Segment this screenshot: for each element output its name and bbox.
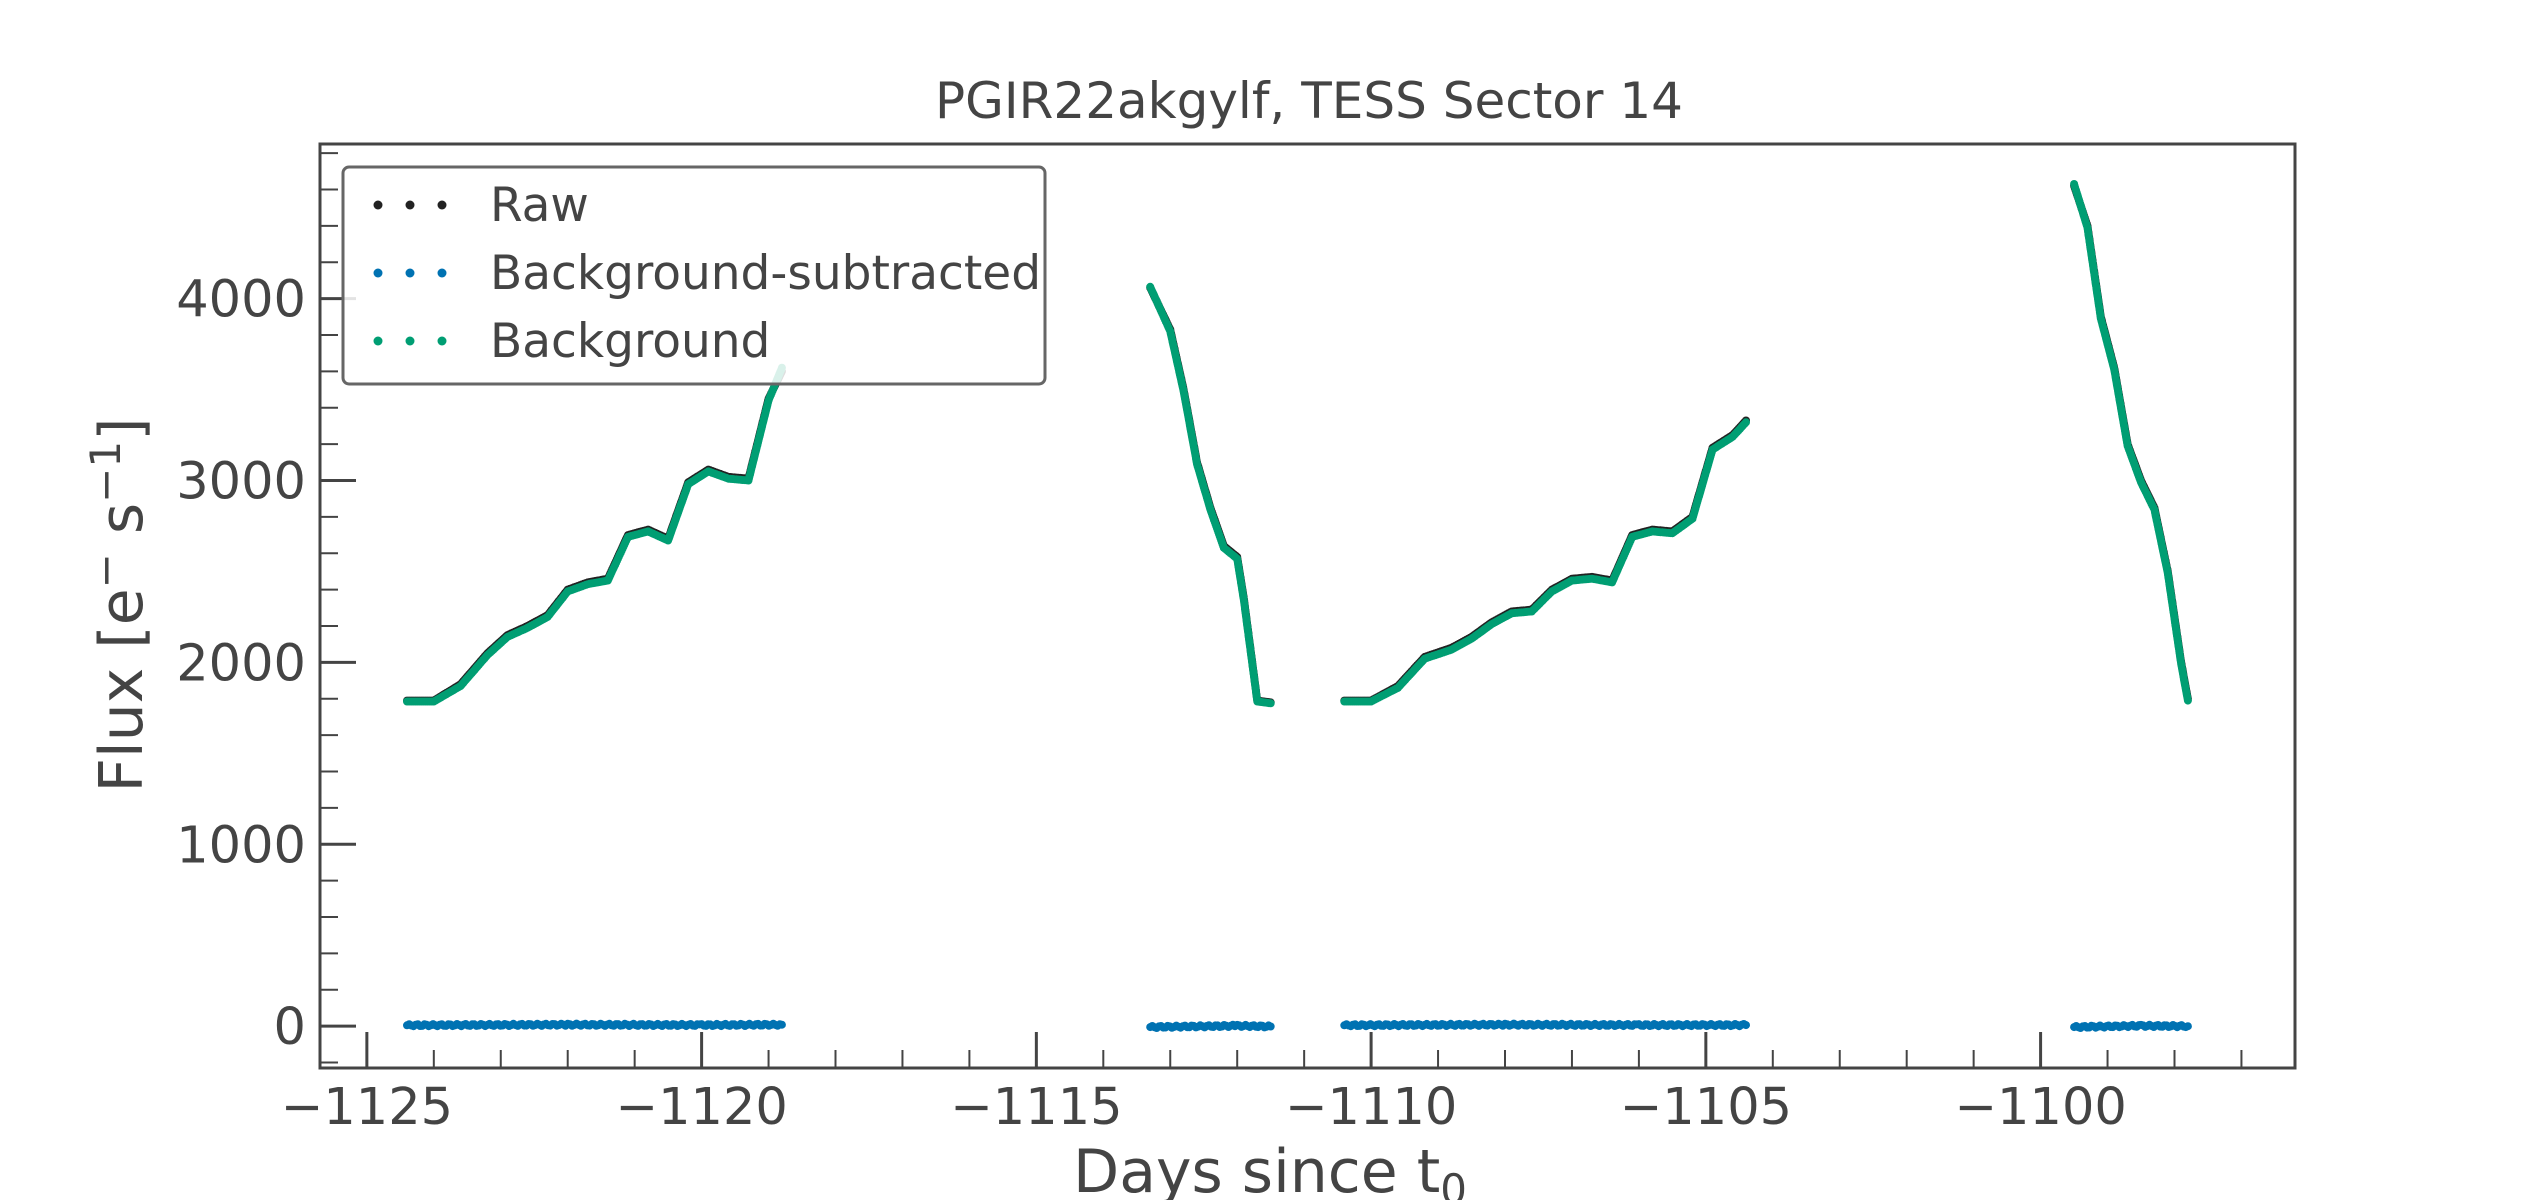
y-axis-label-text: Flux [e	[87, 588, 157, 792]
series-background	[403, 180, 2192, 708]
legend-box	[341, 165, 1047, 386]
y-tick-label: 2000	[176, 634, 306, 693]
legend: Raw Background-subtracted Background	[341, 165, 1047, 386]
legend-marker	[437, 200, 447, 210]
legend-markers	[373, 200, 447, 346]
data-point	[1742, 1021, 1750, 1030]
legend-marker	[405, 268, 415, 278]
y-axis-label-sup2: −1	[81, 441, 130, 503]
x-tick-label: −1105	[1620, 1078, 1793, 1137]
x-axis-label-sub: 0	[1440, 1165, 1467, 1200]
x-axis-label-text: Days since t	[1073, 1137, 1440, 1200]
x-tick-label: −1115	[950, 1078, 1123, 1137]
legend-marker	[373, 200, 383, 210]
legend-label-raw: Raw	[490, 178, 589, 233]
legend-marker	[437, 268, 447, 278]
data-point	[2183, 1022, 2192, 1031]
x-tick-label: −1100	[1954, 1078, 2127, 1137]
y-tick-label: 4000	[176, 271, 306, 330]
data-point	[1266, 1022, 1275, 1031]
legend-marker	[437, 336, 447, 346]
legend-marker	[405, 200, 415, 210]
legend-marker	[373, 336, 383, 346]
legend-label-background-subtracted: Background-subtracted	[490, 246, 1041, 301]
y-axis-label-sup1: −	[81, 553, 130, 588]
x-tick-label: −1110	[1285, 1078, 1458, 1137]
x-axis-label: Days since t0	[1073, 1137, 1467, 1200]
data-point	[777, 1020, 786, 1029]
y-axis-label-end: ]	[87, 417, 157, 440]
chart-title: PGIR22akgylf, TESS Sector 14	[935, 72, 1683, 130]
y-axis-label-mid: s	[87, 503, 157, 553]
axis-ticks: −1125 −1120 −1115 −1110 −1105 −1100 0 1000 2000 3…	[176, 152, 2243, 1137]
y-axis-label: Flux [e− s−1]	[81, 417, 157, 792]
y-tick-label: 3000	[176, 452, 306, 511]
legend-marker	[405, 336, 415, 346]
data-point	[1266, 699, 1275, 708]
y-tick-label: 0	[274, 998, 306, 1057]
plot-frame	[318, 142, 2297, 1070]
data-point	[2183, 696, 2192, 705]
x-tick-label: −1120	[615, 1078, 788, 1137]
legend-marker	[373, 268, 383, 278]
series-background-subtracted	[403, 1019, 2192, 1032]
y-tick-label: 1000	[176, 816, 306, 875]
data-point	[1742, 418, 1750, 427]
x-tick-label: −1125	[281, 1078, 454, 1137]
legend-label-background: Background	[490, 314, 770, 369]
